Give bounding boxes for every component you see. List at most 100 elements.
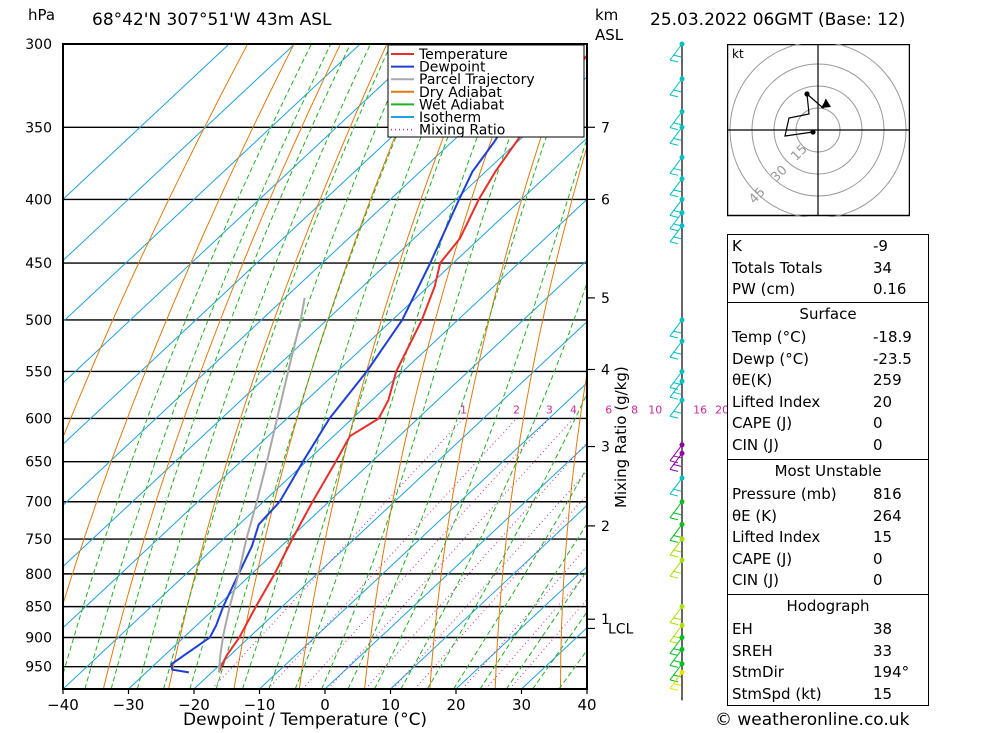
x-tick-label: 0 [320,696,330,714]
dry-adiabat [625,44,712,689]
index-value: 20 [873,392,893,411]
wind-barb [669,604,685,626]
index-row: StmSpd (kt) 15 [728,683,928,705]
x-tick-label: −20 [178,696,210,714]
index-key: Pressure (mb) [732,485,837,503]
pressure-tick-label: 350 [25,120,52,136]
index-row: Dewp (°C) -23.5 [728,348,928,370]
dry-adiabat [494,144,587,689]
pressure-unit-label: hPa [28,6,56,24]
dry-adiabat [973,44,1000,689]
index-row: Pressure (mb) 816 [728,483,928,505]
height-tick-label: 6 [601,192,610,208]
pressure-tick-label: 300 [25,37,52,53]
x-tick-label: 20 [446,696,465,714]
dry-adiabat [298,44,481,689]
height-tick-label: 1 [601,612,610,628]
wind-barb [669,317,685,339]
legend-label: Dewpoint [419,60,486,76]
index-value: 15 [873,684,893,703]
wind-barb [669,338,685,360]
index-value: 264 [873,506,902,525]
mixing-ratio-label: 20 [715,403,729,416]
index-row: Temp (°C) -18.9 [728,326,928,348]
index-key: Lifted Index [732,392,821,411]
isotherm [390,504,587,689]
index-row: Totals Totals 34 [728,257,928,279]
wet-adiabat [84,44,332,689]
index-key: StmSpd (kt) [732,684,822,703]
index-key: CAPE (J) [732,549,793,568]
wind-barb [669,557,685,579]
wind-barb [669,210,685,232]
index-key: PW (cm) [732,280,796,298]
legend-label: Temperature [418,47,508,63]
wet-adiabat [215,44,436,689]
location-title: 68°42'N 307°51'W 43m ASL [92,10,332,30]
wet-adiabat [110,44,351,689]
dry-adiabat [63,44,295,606]
index-value: 33 [873,641,893,660]
mixing-ratio-line [462,546,587,689]
index-value: 0 [873,571,883,589]
series-temperature [218,53,587,673]
pressure-tick-label: 850 [25,600,52,616]
indices-top-table: K -9 Totals Totals 34 PW (cm) 0.16 [727,234,929,303]
mixing-ratio-label: 16 [693,403,707,416]
isotherm [63,76,587,568]
hodograph-title: Hodograph [786,597,870,615]
wet-adiabat [241,44,460,689]
index-row: θE (K) 264 [728,505,928,527]
x-tick-label: 30 [512,696,531,714]
legend-label: Isotherm [419,110,481,126]
wet-adiabat [347,44,579,689]
x-tick-label: −10 [244,696,276,714]
datetime-title: 25.03.2022 06GMT (Base: 12) [650,10,906,30]
wind-barb [669,76,685,98]
height-tick-label: 4 [601,362,610,378]
isotherm [63,44,230,200]
isotherm [63,44,426,384]
height-tick-label: 7 [601,120,610,136]
wind-barb [669,450,685,472]
legend-label: Dry Adiabat [419,85,502,101]
pressure-tick-label: 700 [25,495,52,511]
index-value: 34 [873,258,893,277]
mixing-ratio-line [485,571,587,689]
height-tick-label: 2 [601,519,610,535]
index-value: -18.9 [873,328,912,346]
pressure-tick-label: 450 [25,256,52,272]
wind-barb [669,499,685,521]
mixing-ratio-label: 6 [605,403,612,416]
index-row: K -9 [728,235,928,257]
wind-barb [669,669,685,691]
hodograph: kt 15 30 45 [727,44,910,217]
wet-adiabat [426,392,587,689]
mixing-ratio-line [302,418,550,689]
copyright-footer[interactable]: © weatheronline.co.uk [715,710,910,730]
wind-barb [669,661,685,683]
index-value: 194° [873,663,910,681]
wind-barb [669,176,685,198]
height-tick-label: 3 [601,440,610,456]
index-value: 0 [873,414,883,432]
pressure-tick-label: 650 [25,455,52,471]
isotherm [193,321,587,689]
wind-barb [669,154,685,176]
isotherm [63,137,587,629]
wet-adiabat [268,44,485,689]
height-unit-km: km [595,6,619,24]
pressure-tick-label: 400 [25,192,52,208]
wet-adiabat [532,611,587,689]
legend-label: Mixing Ratio [419,123,505,139]
wind-barb [669,442,685,464]
wind-barb [669,397,685,419]
index-value: 38 [873,620,893,638]
index-key: SREH [732,641,773,660]
index-key: StmDir [732,663,784,681]
wind-barb [669,475,685,497]
index-value: 15 [873,528,893,546]
hodograph-arrow [821,99,831,108]
hodograph-trace [784,93,814,137]
